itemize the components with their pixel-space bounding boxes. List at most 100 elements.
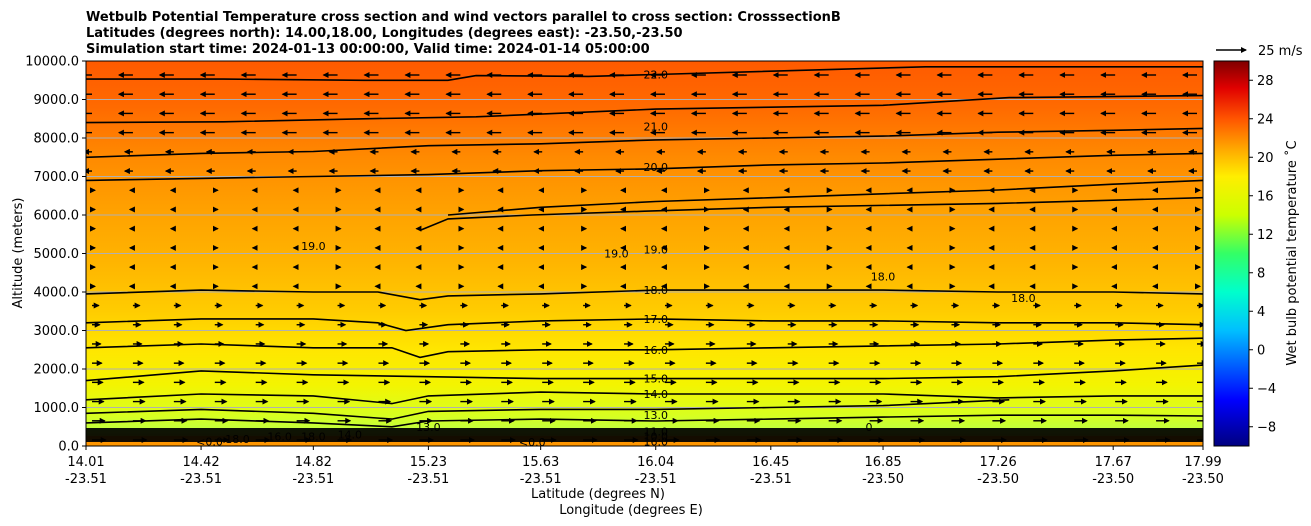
gridlines — [86, 99, 1203, 408]
colorbar-tick-label: 24 — [1257, 112, 1274, 127]
contour-label: 14.0 — [338, 428, 363, 441]
x-tick-label-longitude: -23.50 — [862, 472, 904, 487]
contour-line-22.0 — [86, 66, 1203, 82]
chart-title-line-3: Simulation start time: 2024-01-13 00:00:… — [86, 42, 650, 57]
contour-label: 18.0 — [301, 430, 326, 443]
x-tick-label-longitude: -23.51 — [635, 472, 677, 487]
y-axis-label: Altitude (meters) — [11, 198, 26, 309]
contour-line-12.0 — [86, 414, 1203, 428]
colorbar-tick-label: −8 — [1257, 420, 1276, 435]
contour-label: 17.0 — [643, 313, 668, 326]
quiver-key: 25 m/s — [1216, 44, 1303, 59]
contour-label: 15.0 — [643, 373, 668, 386]
contour-label: 19.0 — [301, 240, 326, 253]
x-axis: 14.01 -23.51 14.42 -23.51 14.82 -23.51 15.23 -2… — [65, 446, 1224, 487]
contour-label: 0 — [866, 421, 873, 434]
colorbar-tick-label: −4 — [1257, 382, 1276, 397]
chart-title-line-2: Latitudes (degrees north): 14.00,18.00, … — [86, 26, 683, 41]
x-tick-label-latitude: 15.23 — [410, 455, 447, 470]
y-tick-label: 6000.0 — [34, 209, 80, 224]
contour-line-15.0 — [86, 364, 1203, 382]
x-axis-label-longitude: Longitude (degrees E) — [559, 503, 703, 518]
y-tick-label: 8000.0 — [34, 132, 80, 147]
x-tick-label-latitude: 17.26 — [980, 455, 1017, 470]
x-tick-label-latitude: 14.42 — [182, 455, 219, 470]
contour-label: 18.0 — [225, 433, 250, 446]
contour-line-18.0 — [86, 289, 1203, 301]
y-tick-label: 5000.0 — [34, 247, 80, 262]
x-tick-label-longitude: -23.51 — [180, 472, 222, 487]
contour-label: 19.0 — [643, 244, 668, 257]
x-tick-label-latitude: 16.04 — [637, 455, 674, 470]
contour-label: 19.0 — [604, 248, 629, 261]
contour-line-18.0 — [447, 179, 1203, 216]
y-tick-label: 0.0 — [58, 440, 79, 455]
contour-line-19.0 — [86, 152, 1203, 182]
contour-line-19.0 — [419, 196, 1203, 232]
x-tick-label-latitude: 14.82 — [295, 455, 332, 470]
x-tick-label-longitude: -23.51 — [407, 472, 449, 487]
contour-label: 21.0 — [643, 120, 668, 133]
colorbar-tick-label: 8 — [1257, 266, 1265, 281]
y-tick-label: 3000.0 — [34, 324, 80, 339]
quiver-key-label: 25 m/s — [1258, 44, 1303, 59]
contour-line-21.0 — [86, 94, 1203, 124]
x-tick-label-longitude: -23.51 — [520, 472, 562, 487]
colorbar-tick-label: 4 — [1257, 305, 1265, 320]
x-tick-label-latitude: 17.67 — [1095, 455, 1132, 470]
chart-title-line-1: Wetbulb Potential Temperature cross sect… — [86, 10, 841, 25]
colorbar-label: Wet bulb potential temperature ˚C — [1284, 140, 1300, 365]
contour-label: 18.0 — [871, 271, 896, 284]
y-tick-label: 9000.0 — [34, 93, 80, 108]
colorbar-tick-label: 20 — [1257, 151, 1274, 166]
contour-label: 13.0 — [643, 409, 668, 422]
x-tick-label-longitude: -23.50 — [1182, 472, 1224, 487]
contour-line-17.0 — [86, 318, 1203, 332]
contour-line-14.0 — [86, 391, 1203, 405]
contour-label: 16.0 — [643, 435, 668, 448]
contour-line-20.0 — [86, 127, 1203, 159]
contour-label: 18.0 — [1011, 292, 1036, 305]
contour-labels: 22.0 21.0 20.0 19.0 19.0 19.0 18.0 18.0 18.0 17.0… — [196, 68, 1036, 449]
contour-label: 16.0 — [267, 430, 292, 443]
x-tick-label-longitude: -23.50 — [1092, 472, 1134, 487]
x-tick-label-longitude: -23.51 — [750, 472, 792, 487]
colorbar-tick-label: 28 — [1257, 74, 1274, 89]
contour-line-13.0 — [86, 399, 1010, 420]
contour-label: 18.0 — [643, 284, 668, 297]
colorbar-tick-label: 12 — [1257, 228, 1274, 243]
contour-label: <0.0 — [519, 436, 546, 449]
colorbar-tick-label: 0 — [1257, 343, 1265, 358]
contour-label: <0.0 — [196, 435, 223, 448]
colorbar: −8 −4 0 4 8 12 16 20 24 28 Wet bulb potential tem… — [1213, 60, 1300, 447]
y-tick-label: 1000.0 — [34, 401, 80, 416]
x-tick-label-longitude: -23.50 — [977, 472, 1019, 487]
contour-label: 11.0 — [643, 425, 668, 438]
surface-contour-band — [86, 428, 1203, 442]
colorbar-tick-label: 16 — [1257, 189, 1274, 204]
y-tick-label: 2000.0 — [34, 363, 80, 378]
x-tick-label-latitude: 14.01 — [67, 455, 104, 470]
contour-label: 14.0 — [643, 388, 668, 401]
y-tick-label: 10000.0 — [25, 55, 79, 70]
contour-label: 13.0 — [416, 421, 441, 434]
y-tick-label: 7000.0 — [34, 170, 80, 185]
x-tick-label-longitude: -23.51 — [65, 472, 107, 487]
x-axis-label: Latitude (degrees N) — [531, 487, 665, 502]
contour-label: 10.0 — [643, 430, 668, 443]
x-tick-label-latitude: 16.85 — [864, 455, 901, 470]
contour-lines — [86, 66, 1203, 428]
contour-line-16.0 — [86, 337, 1203, 359]
x-tick-label-latitude: 17.99 — [1184, 455, 1221, 470]
x-tick-label-longitude: -23.51 — [292, 472, 334, 487]
contour-label: 16.0 — [643, 344, 668, 357]
contour-label: 22.0 — [643, 68, 668, 81]
x-tick-label-latitude: 16.45 — [752, 455, 789, 470]
colorbar-gradient — [1213, 60, 1250, 447]
contour-label: 20.0 — [643, 161, 668, 174]
y-axis: 0.0 1000.0 2000.0 3000.0 4000.0 5000.0 6000.0 7… — [25, 55, 86, 455]
colorbar-ticks: −8 −4 0 4 8 12 16 20 24 28 — [1249, 74, 1276, 435]
wind-vectors — [86, 72, 1203, 443]
x-tick-label-latitude: 15.63 — [522, 455, 559, 470]
